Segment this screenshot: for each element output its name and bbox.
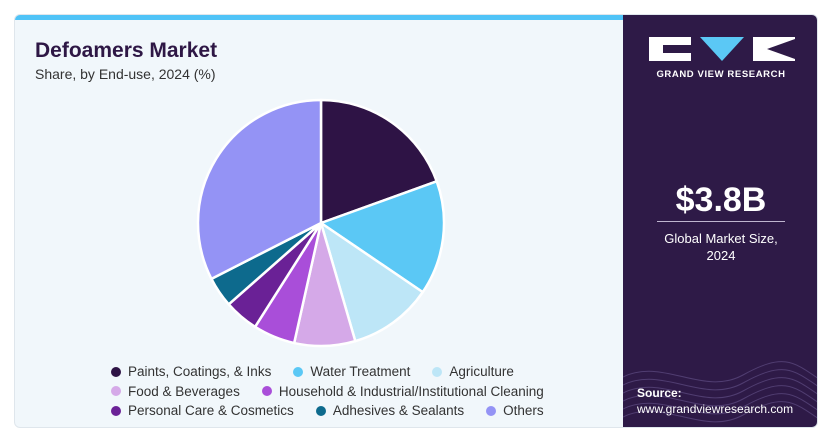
legend-swatch [486, 405, 497, 416]
legend-label: Others [503, 403, 544, 419]
legend-item-household-cleaning: Household & Industrial/Institutional Cle… [261, 383, 544, 399]
legend-label: Adhesives & Sealants [332, 403, 465, 419]
source-label: Source: [637, 386, 682, 400]
legend-row: Food & Beverages Household & Industrial/… [111, 382, 631, 402]
chart-card: Defoamers Market Share, by End-use, 2024… [14, 14, 818, 428]
legend-item-food-beverages: Food & Beverages [111, 384, 240, 399]
chart-subtitle: Share, by End-use, 2024 (%) [35, 66, 216, 82]
legend-swatch [261, 386, 272, 397]
market-size-caption: Global Market Size, 2024 [623, 230, 817, 264]
legend-label: Water Treatment [310, 364, 411, 380]
legend-label: Personal Care & Cosmetics [128, 403, 294, 419]
legend-swatch [111, 386, 121, 397]
legend-swatch [432, 366, 443, 377]
legend-row: Personal Care & Cosmetics Adhesives & Se… [111, 401, 631, 421]
legend-label: Paints, Coatings, & Inks [128, 364, 272, 380]
pie-slice-1 [319, 180, 446, 294]
source-link[interactable]: www.grandviewresearch.com [637, 402, 794, 416]
legend-swatch [111, 405, 121, 416]
pie-slice-2 [319, 221, 424, 343]
brand-name: GRAND VIEW RESEARCH [656, 69, 786, 80]
legend-swatch [111, 366, 121, 377]
legend-label: Food & Beverages [128, 383, 240, 399]
legend-item-personal-care: Personal Care & Cosmetics [111, 403, 294, 418]
legend-item-water-treatment: Water Treatment [293, 364, 410, 379]
chart-legend: Paints, Coatings, & Inks Water Treatment… [111, 362, 631, 421]
pie-chart [196, 98, 446, 348]
legend-swatch [315, 405, 326, 416]
legend-item-paints: Paints, Coatings, & Inks [111, 364, 271, 379]
chart-title: Defoamers Market [35, 39, 218, 62]
pie-slice-0 [319, 98, 438, 225]
legend-item-adhesives: Adhesives & Sealants [315, 403, 465, 419]
divider [657, 221, 785, 222]
caption-line-2: 2024 [706, 248, 736, 263]
legend-item-others: Others [486, 403, 544, 418]
caption-line-1: Global Market Size, [664, 231, 778, 246]
legend-swatch [293, 366, 304, 377]
legend-label: Household & Industrial/Institutional Cle… [278, 383, 544, 399]
gvr-logo [649, 37, 795, 61]
market-size-value: $3.8B [675, 181, 767, 219]
pie-slice-7 [196, 98, 323, 281]
legend-label: Agriculture [449, 364, 514, 380]
legend-row: Paints, Coatings, & Inks Water Treatment… [111, 362, 631, 382]
decorative-wave [623, 361, 817, 423]
info-sidebar: GRAND VIEW RESEARCH $3.8B Global Market … [623, 15, 817, 427]
legend-item-agriculture: Agriculture [432, 364, 514, 379]
accent-bar [15, 15, 623, 20]
